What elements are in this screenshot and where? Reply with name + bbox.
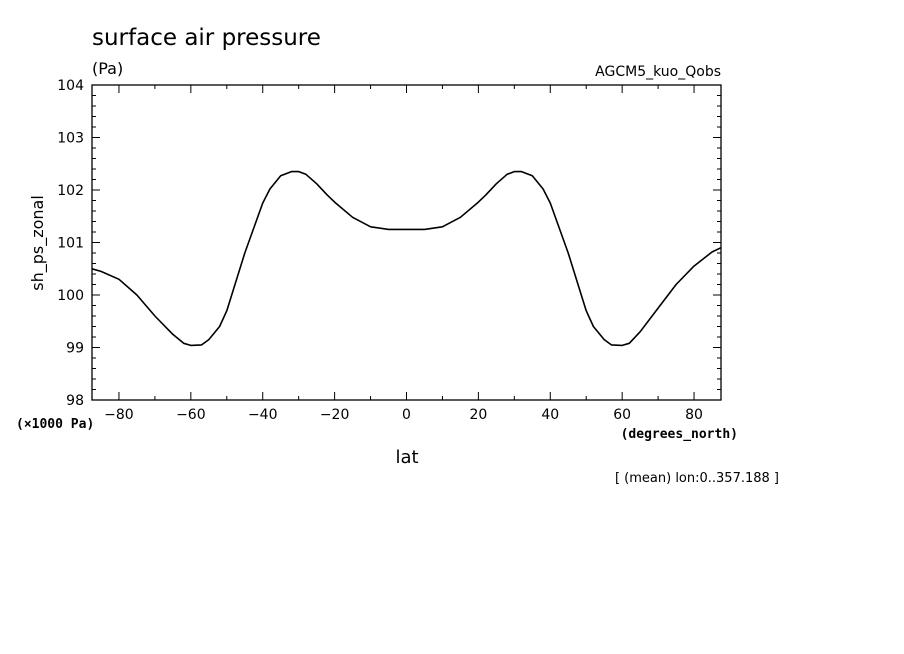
plot-area: −80 −60 −40 −20 0 20 40 60 80 98 99 100 101 102 103 104 (57, 78, 722, 423)
series-line (91, 170, 722, 347)
x-tick-label: 80 (685, 407, 703, 423)
x-units-label: (degrees_north) (621, 427, 738, 442)
chart-units: (Pa) (92, 59, 123, 78)
run-label: AGCM5_kuo_Qobs (595, 64, 721, 80)
x-tick-label: −80 (104, 407, 134, 423)
y-tick-label: 100 (57, 288, 84, 304)
y-tick-label: 102 (57, 183, 84, 199)
x-tick-label: 60 (613, 407, 631, 423)
y-tick-label: 103 (57, 131, 84, 147)
x-tick-label: −60 (176, 407, 206, 423)
y-axis-label: sh_ps_zonal (28, 195, 48, 291)
x-axis-label: lat (395, 447, 418, 468)
x-tick-label: 20 (469, 407, 487, 423)
x-tick-label: 0 (402, 407, 411, 423)
x-tick-label: −40 (248, 407, 278, 423)
y-tick-label: 101 (57, 236, 84, 252)
y-scale-note: (×1000 Pa) (16, 417, 94, 432)
footnote: [ (mean) lon:0..357.188 ] (615, 471, 779, 486)
y-tick-label: 104 (57, 78, 84, 94)
chart-title: surface air pressure (92, 25, 321, 51)
x-tick-label: −20 (320, 407, 350, 423)
y-tick-label: 98 (66, 393, 84, 409)
plot-frame (91, 84, 722, 401)
y-tick-label: 99 (66, 341, 84, 357)
x-tick-label: 40 (541, 407, 559, 423)
